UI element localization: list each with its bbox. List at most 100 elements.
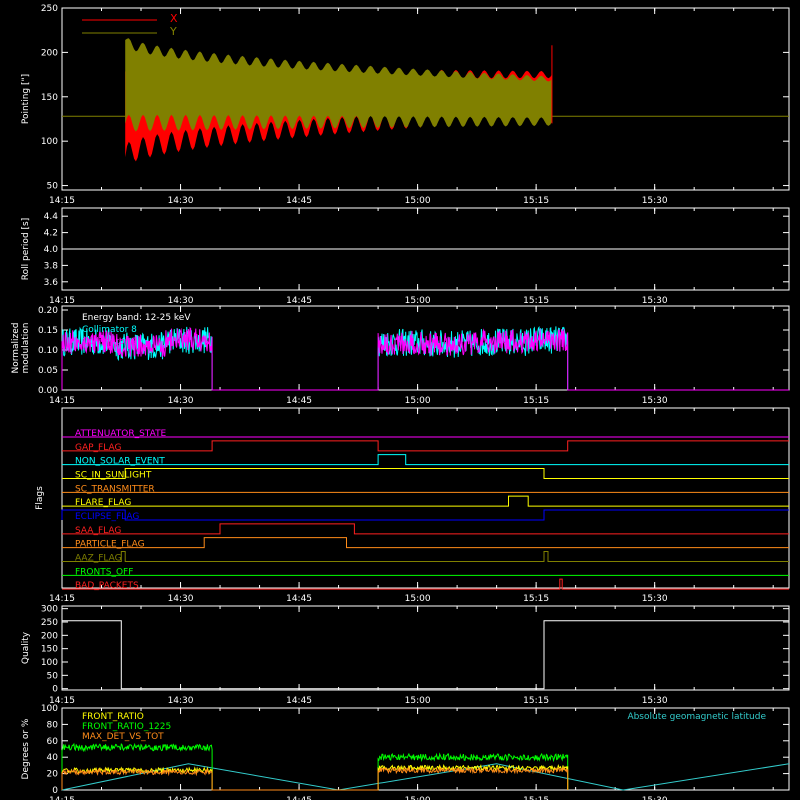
flag-label: SC_TRANSMITTER xyxy=(75,484,155,494)
legend-label-x: X xyxy=(170,12,178,25)
flag-label: ECLIPSE_FLAG xyxy=(75,512,139,522)
x-tick-label: 14:45 xyxy=(286,796,312,800)
y-axis-label: modulation xyxy=(21,323,31,374)
y-tick-label: 300 xyxy=(41,605,58,615)
y-tick-label: 4.0 xyxy=(44,245,59,255)
flag-label: BAD_PACKETS xyxy=(75,581,139,591)
quality-line xyxy=(62,620,789,690)
y-tick-label: 200 xyxy=(41,48,58,58)
x-tick-label: 14:30 xyxy=(168,594,194,604)
y-tick-label: 50 xyxy=(47,671,59,681)
panel-roll_period: 14:15 14:30 14:45 15:00 15:15 15:30 3.6 3.8 4.0 4… xyxy=(21,207,790,306)
x-tick-label: 15:15 xyxy=(523,696,549,706)
geomag-annotation: Absolute geomagnetic latitude xyxy=(627,712,766,722)
x-tick-label: 15:00 xyxy=(405,796,431,800)
y-tick-label: 150 xyxy=(41,93,58,103)
y-tick-label: 4.2 xyxy=(44,229,58,239)
legend-front-ratio: FRONT_RATIO xyxy=(82,712,144,722)
x-tick-label: 14:15 xyxy=(49,594,75,604)
flag-label: ATTENUATOR_STATE xyxy=(75,429,167,439)
flag-line xyxy=(62,578,789,590)
axes-box xyxy=(61,707,790,791)
x-tick-label: 14:30 xyxy=(168,296,194,306)
legend-title: Energy band: 12-25 keV xyxy=(82,313,191,323)
panel-ratios: 14:15 14:30 14:45 15:00 15:15 15:30 0 20 40 60 80 1… xyxy=(21,704,790,800)
y-tick-label: 3.6 xyxy=(44,278,59,288)
x-tick-label: 14:45 xyxy=(286,396,312,406)
y-tick-label: 3.8 xyxy=(44,261,59,271)
flag-label: PARTICLE_FLAG xyxy=(75,540,145,550)
front-ratio-series xyxy=(61,763,569,791)
x-tick-label: 15:15 xyxy=(523,594,549,604)
y-axis-label: Pointing ["] xyxy=(21,74,31,124)
flag-label: NON_SOLAR_EVENT xyxy=(75,457,165,467)
y-tick-label: 20 xyxy=(47,770,59,780)
flag-label: SAA_FLAG xyxy=(75,526,121,536)
collimator-9-series xyxy=(61,326,789,391)
y-tick-label: 0.05 xyxy=(38,366,58,376)
axes-box xyxy=(61,605,790,691)
flag-label: FLARE_FLAG xyxy=(75,498,131,508)
flag-line xyxy=(62,454,789,466)
y-tick-label: 100 xyxy=(41,658,58,668)
x-tick-label: 14:15 xyxy=(49,396,75,406)
x-tick-label: 14:45 xyxy=(286,196,312,206)
x-tick-label: 15:30 xyxy=(642,594,668,604)
x-tick-label: 14:15 xyxy=(49,296,75,306)
x-tick-label: 14:45 xyxy=(286,594,312,604)
panel-flags: 14:15 14:30 14:45 15:00 15:15 15:30 Flags ATTEN… xyxy=(35,407,790,604)
y-tick-label: 0.00 xyxy=(38,386,58,396)
panel-pointing: 14:15 14:30 14:45 15:00 15:15 15:30 50 100 150 20… xyxy=(21,4,790,206)
x-tick-label: 14:15 xyxy=(49,796,75,800)
x-tick-label: 15:00 xyxy=(405,696,431,706)
x-tick-label: 15:00 xyxy=(405,594,431,604)
flag-line xyxy=(62,551,789,562)
flag-label: GAP_FLAG xyxy=(75,443,121,453)
y-tick-label: 80 xyxy=(47,720,59,730)
flag-line xyxy=(62,440,789,452)
x-tick-label: 15:00 xyxy=(405,396,431,406)
y-tick-label: 50 xyxy=(47,182,59,192)
y-tick-label: 100 xyxy=(41,137,58,147)
legend-collimator-9: Collimator 9 xyxy=(82,337,137,347)
x-tick-label: 14:30 xyxy=(168,696,194,706)
x-tick-label: 14:15 xyxy=(49,696,75,706)
y-tick-label: 150 xyxy=(41,645,58,655)
x-tick-label: 14:30 xyxy=(168,796,194,800)
y-tick-label: 100 xyxy=(41,704,58,714)
y-tick-label: 0.10 xyxy=(38,346,58,356)
panel-modulation: 14:15 14:30 14:45 15:00 15:15 15:30 0.00 0.05 0.… xyxy=(11,305,790,406)
x-tick-label: 15:30 xyxy=(642,696,668,706)
flag-label: FRONTS_OFF xyxy=(75,567,133,577)
y-tick-label: 0 xyxy=(52,786,58,796)
y-tick-label: 0.20 xyxy=(38,306,58,316)
legend-max-det: MAX_DET_VS_TOT xyxy=(82,732,164,742)
flag-line xyxy=(61,509,789,521)
x-tick-label: 14:30 xyxy=(168,196,194,206)
y-axis-label: Quality xyxy=(21,631,31,664)
x-tick-label: 14:45 xyxy=(286,296,312,306)
y-tick-label: 4.4 xyxy=(44,212,59,222)
x-tick-label: 15:15 xyxy=(523,796,549,800)
y-axis-label: Degrees or % xyxy=(21,718,31,779)
y-axis-label: Roll period [s] xyxy=(21,218,31,280)
x-tick-label: 14:30 xyxy=(168,396,194,406)
flag-line xyxy=(62,495,789,507)
x-tick-label: 15:30 xyxy=(642,196,668,206)
y-pointing-area xyxy=(125,38,552,132)
y-axis-label: Normalized xyxy=(11,322,21,373)
flag-label: AAZ_FLAG xyxy=(75,554,122,564)
flag-line xyxy=(62,468,789,479)
x-tick-label: 15:30 xyxy=(642,296,668,306)
axes-box xyxy=(61,7,790,191)
y-tick-label: 60 xyxy=(47,737,59,747)
legend-label-y: Y xyxy=(169,25,177,38)
y-tick-label: 40 xyxy=(47,753,59,763)
y-tick-label: 250 xyxy=(41,4,58,14)
y-tick-label: 0 xyxy=(52,685,58,695)
x-tick-label: 15:00 xyxy=(405,296,431,306)
legend-front-ratio-1225: FRONT_RATIO_1225 xyxy=(82,722,171,732)
x-tick-label: 14:45 xyxy=(286,696,312,706)
flag-line xyxy=(62,523,789,535)
